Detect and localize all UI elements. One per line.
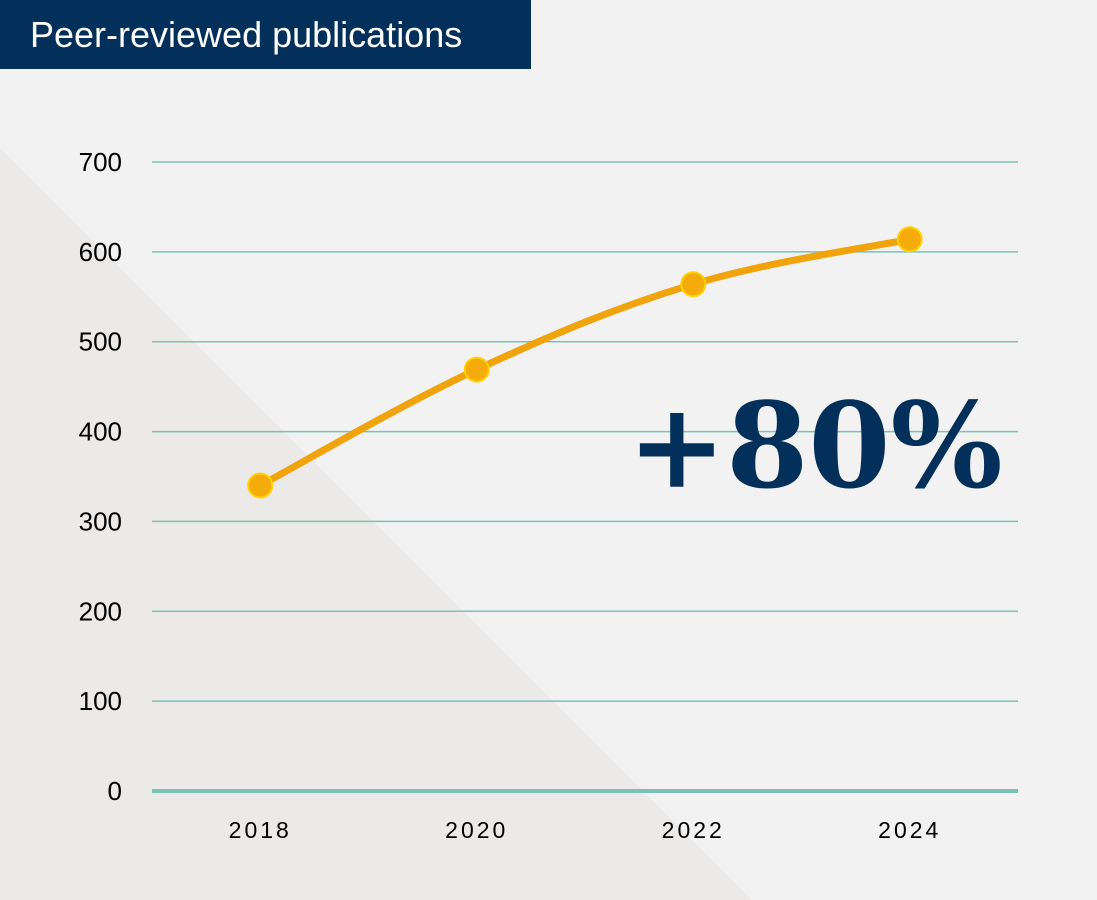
gridlines — [152, 161, 1018, 793]
chart-title: Peer-reviewed publications — [30, 13, 463, 55]
series-path — [256, 235, 914, 489]
y-tick-label: 100 — [79, 686, 122, 716]
x-tick-label: 2024 — [878, 817, 941, 843]
y-tick-label: 600 — [79, 237, 122, 267]
data-point — [463, 356, 490, 383]
y-tick-label: 200 — [79, 596, 122, 626]
growth-annotation: +80% — [627, 376, 1002, 515]
y-tick-label: 500 — [79, 327, 122, 357]
x-tick-label: 2020 — [445, 817, 508, 843]
data-point — [896, 226, 923, 253]
y-tick-label: 700 — [79, 147, 122, 177]
y-tick-label: 0 — [108, 776, 122, 806]
data-point — [680, 271, 707, 298]
title-banner: Peer-reviewed publications — [0, 0, 531, 69]
x-axis-ticks: 2018 2020 2022 2024 — [229, 817, 941, 843]
series-line — [247, 226, 923, 499]
y-tick-label: 300 — [79, 506, 122, 536]
x-tick-label: 2022 — [662, 817, 725, 843]
y-tick-label: 400 — [79, 417, 122, 447]
y-axis-ticks: 0 100 200 300 400 500 600 700 — [79, 147, 122, 806]
data-point — [247, 472, 274, 499]
x-tick-label: 2018 — [229, 817, 292, 843]
